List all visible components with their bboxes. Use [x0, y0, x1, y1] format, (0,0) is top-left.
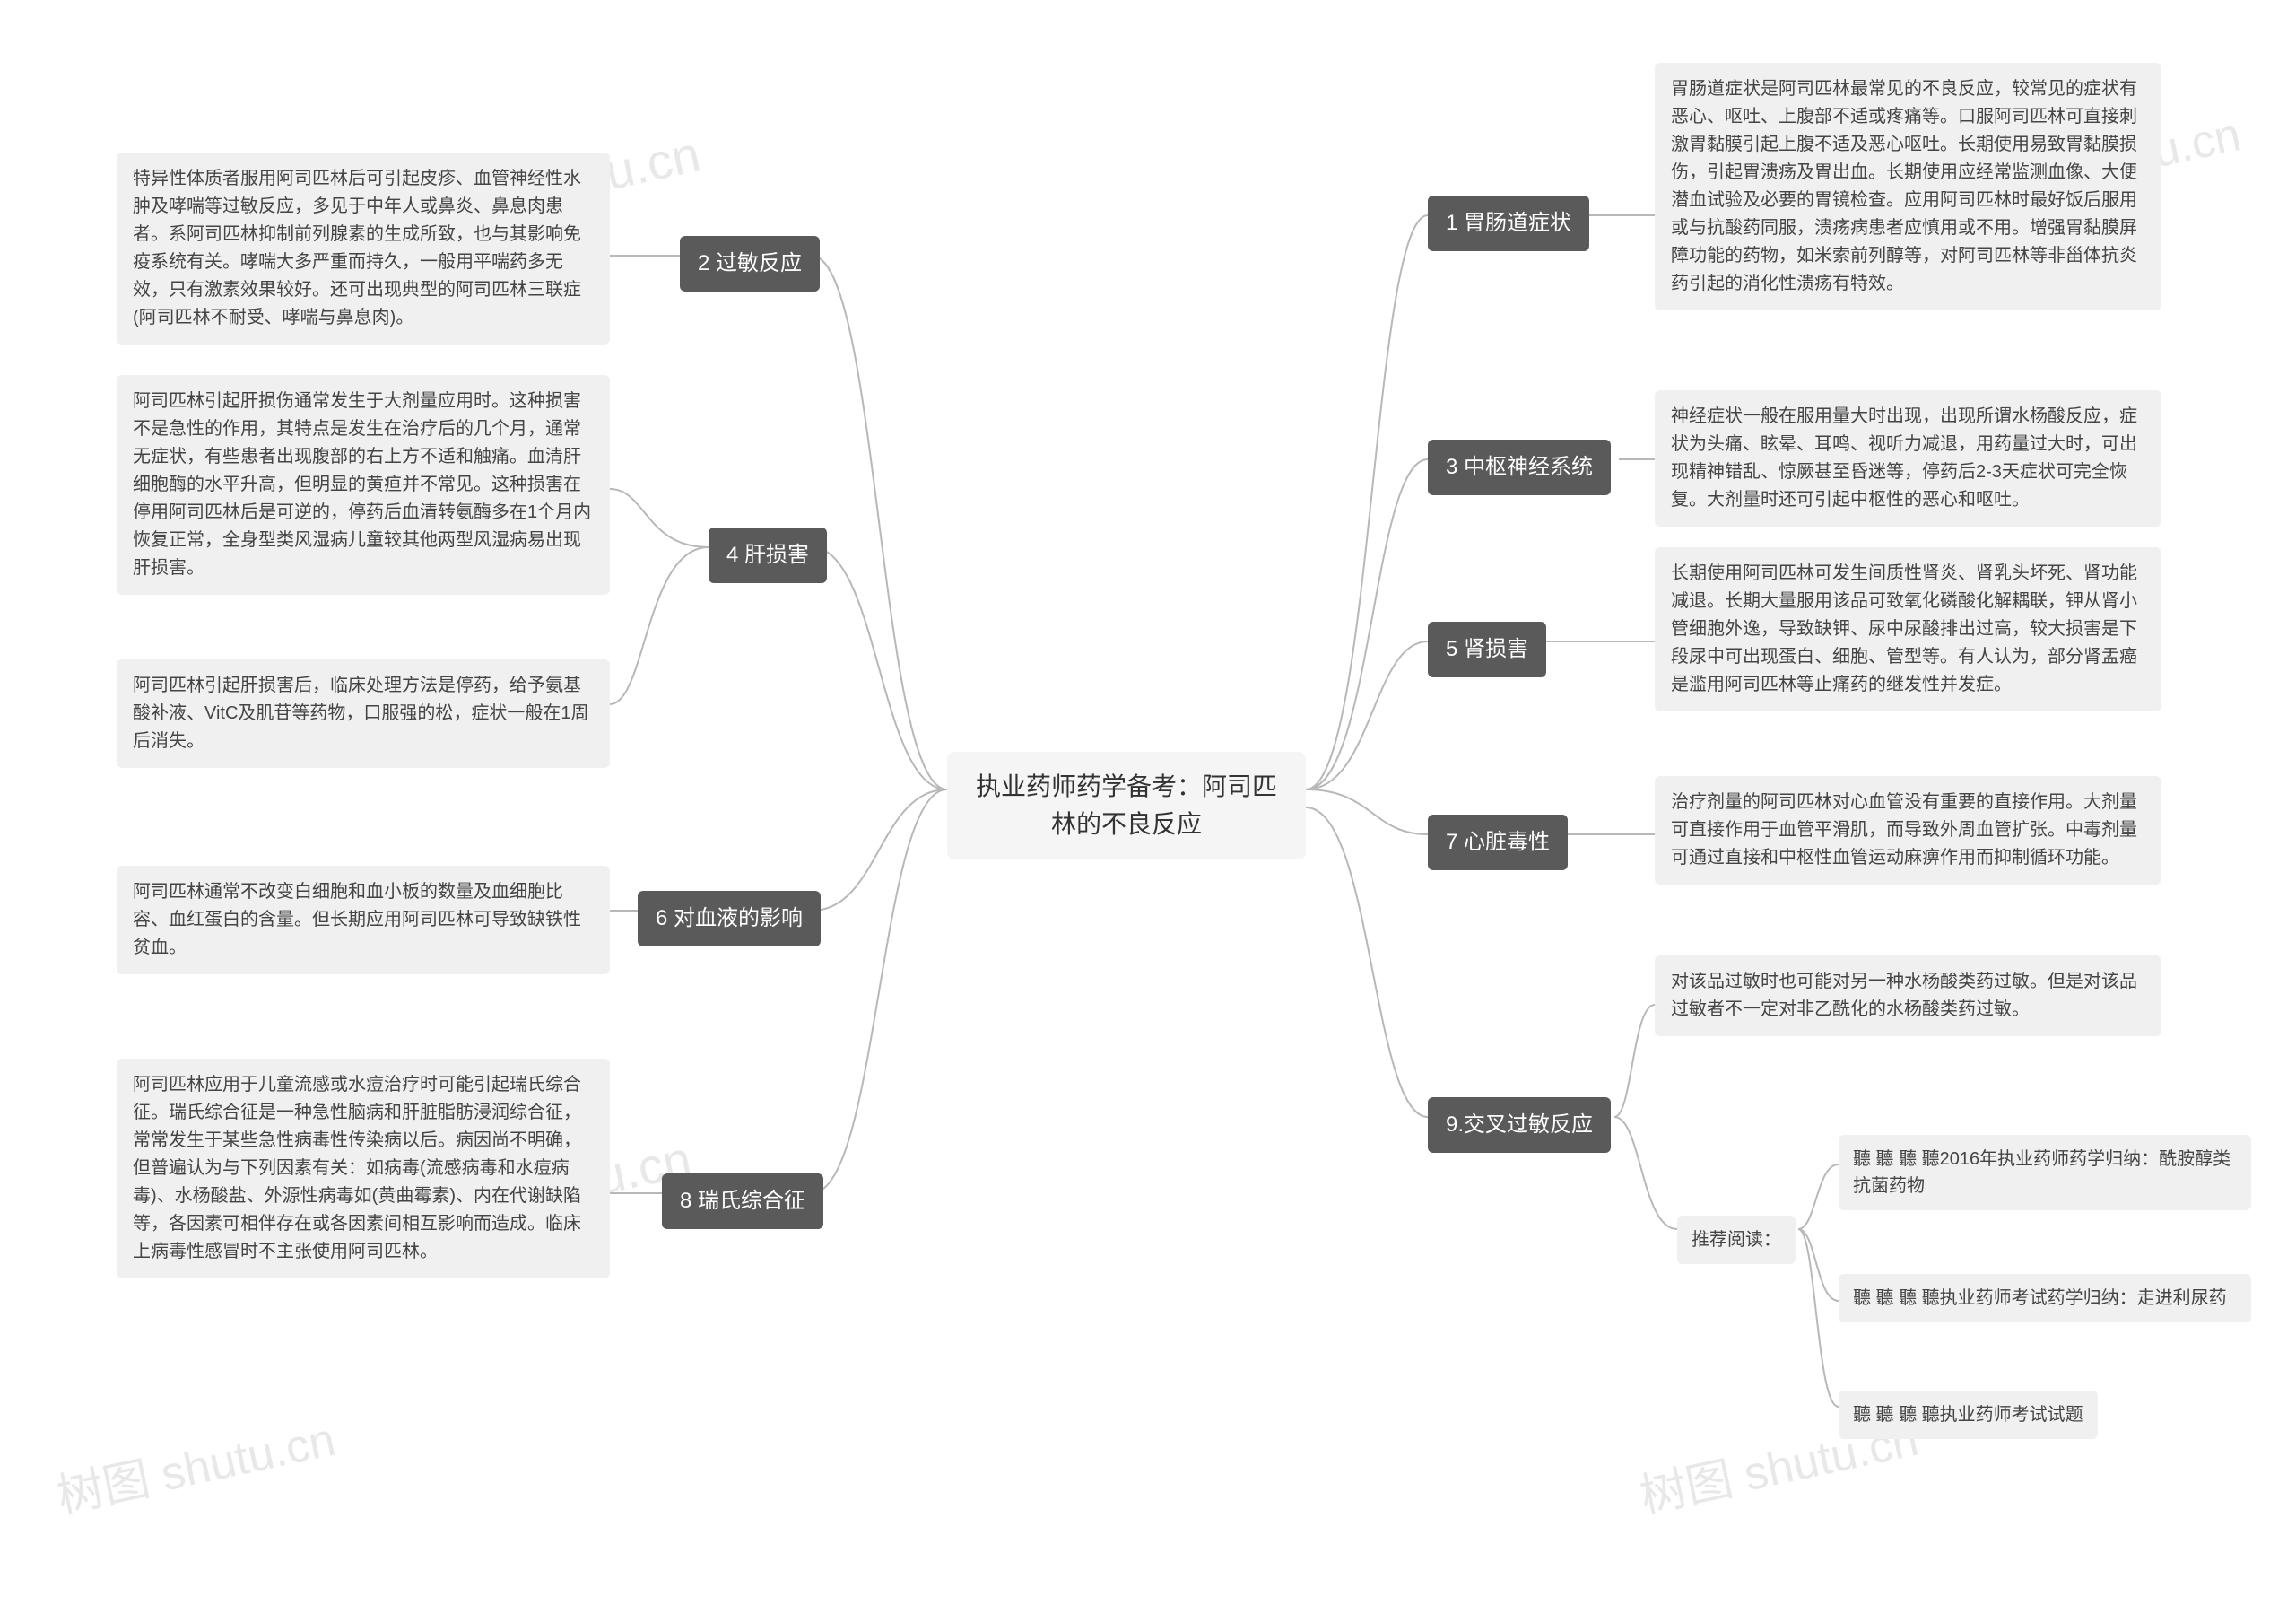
branch-reye: 8 瑞氏综合征 [662, 1173, 823, 1229]
branch-gastro: 1 胃肠道症状 [1428, 196, 1589, 251]
branch-liver: 4 肝损害 [709, 528, 827, 583]
branch-crossallergy: 9.交叉过敏反应 [1428, 1097, 1611, 1153]
detail-cns: 神经症状一般在服用量大时出现，出现所谓水杨酸反应，症状为头痛、眩晕、耳鸣、视听力… [1655, 390, 2161, 527]
branch-kidney: 5 肾损害 [1428, 622, 1546, 677]
detail-reye: 阿司匹林应用于儿童流感或水痘治疗时可能引起瑞氏综合征。瑞氏综合征是一种急性脑病和… [117, 1059, 610, 1278]
center-topic: 执业药师药学备考：阿司匹林的不良反应 [947, 752, 1306, 859]
branch-blood: 6 对血液的影响 [638, 891, 821, 946]
sub-recommend-3: 聽 聽 聽 聽执业药师考试试题 [1839, 1391, 2098, 1439]
detail-heart: 治疗剂量的阿司匹林对心血管没有重要的直接作用。大剂量可直接作用于血管平滑肌，而导… [1655, 776, 2161, 885]
detail-kidney: 长期使用阿司匹林可发生间质性肾炎、肾乳头坏死、肾功能减退。长期大量服用该品可致氧… [1655, 547, 2161, 711]
detail-blood: 阿司匹林通常不改变白细胞和血小板的数量及血细胞比容、血红蛋白的含量。但长期应用阿… [117, 866, 610, 974]
branch-allergy: 2 过敏反应 [680, 236, 820, 292]
detail-gastro: 胃肠道症状是阿司匹林最常见的不良反应，较常见的症状有恶心、呕吐、上腹部不适或疼痛… [1655, 63, 2161, 310]
branch-heart: 7 心脏毒性 [1428, 815, 1568, 870]
detail-crossallergy: 对该品过敏时也可能对另一种水杨酸类药过敏。但是对该品过敏者不一定对非乙酰化的水杨… [1655, 955, 2161, 1036]
detail-liver-a: 阿司匹林引起肝损伤通常发生于大剂量应用时。这种损害不是急性的作用，其特点是发生在… [117, 375, 610, 595]
sub-recommend-1: 聽 聽 聽 聽2016年执业药师药学归纳：酰胺醇类抗菌药物 [1839, 1135, 2251, 1210]
detail-liver-b: 阿司匹林引起肝损害后，临床处理方法是停药，给予氨基酸补液、VitC及肌苷等药物，… [117, 659, 610, 768]
branch-cns: 3 中枢神经系统 [1428, 440, 1611, 495]
sub-recommend-2: 聽 聽 聽 聽执业药师考试药学归纳：走进利尿药 [1839, 1274, 2251, 1322]
sub-recommend: 推荐阅读： [1677, 1216, 1796, 1264]
detail-allergy: 特异性体质者服用阿司匹林后可引起皮疹、血管神经性水肿及哮喘等过敏反应，多见于中年… [117, 153, 610, 345]
